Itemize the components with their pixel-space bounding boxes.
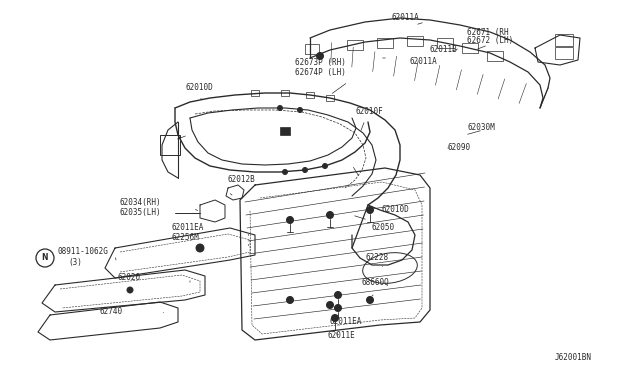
Bar (280, 127, 290, 135)
Text: 08911-1062G: 08911-1062G (57, 247, 108, 257)
Bar (487, 51, 503, 61)
Text: 62674P (LH): 62674P (LH) (295, 67, 346, 77)
Bar (281, 90, 289, 96)
Circle shape (36, 249, 54, 267)
Bar (305, 44, 319, 54)
Text: 62228: 62228 (365, 253, 388, 263)
Text: 62672 (LH): 62672 (LH) (467, 36, 513, 45)
Bar (377, 38, 393, 48)
Text: N: N (42, 253, 48, 263)
Bar (251, 90, 259, 96)
Text: 62010F: 62010F (355, 108, 383, 116)
Text: 62034(RH): 62034(RH) (120, 199, 162, 208)
Circle shape (278, 106, 282, 110)
Text: 62673P (RH): 62673P (RH) (295, 58, 346, 67)
Circle shape (317, 52, 323, 60)
Circle shape (332, 314, 339, 321)
Circle shape (326, 212, 333, 218)
Text: 62740: 62740 (100, 308, 123, 317)
Bar (160, 135, 180, 155)
Text: J62001BN: J62001BN (555, 353, 592, 362)
Text: 62011E: 62011E (328, 330, 356, 340)
Circle shape (287, 296, 294, 304)
Text: 62050: 62050 (372, 224, 395, 232)
Circle shape (287, 217, 294, 224)
Circle shape (298, 108, 303, 112)
Circle shape (127, 287, 133, 293)
Text: 62011EA: 62011EA (172, 224, 204, 232)
Circle shape (326, 301, 333, 308)
Text: 62035(LH): 62035(LH) (120, 208, 162, 218)
Circle shape (196, 244, 204, 252)
Circle shape (367, 206, 374, 214)
Text: 68660Q: 68660Q (362, 278, 390, 286)
Circle shape (323, 164, 328, 169)
Ellipse shape (363, 253, 417, 283)
Text: 62011A: 62011A (410, 58, 438, 67)
Bar (462, 43, 478, 53)
Text: 62256M: 62256M (172, 234, 200, 243)
Text: 62011A: 62011A (391, 13, 419, 22)
Circle shape (335, 292, 342, 298)
Text: 62090: 62090 (448, 144, 471, 153)
Text: (3): (3) (68, 257, 82, 266)
Circle shape (367, 296, 374, 304)
Text: 62012B: 62012B (228, 176, 256, 185)
Bar (555, 34, 573, 46)
Circle shape (282, 170, 287, 174)
Text: 62671 (RH: 62671 (RH (467, 28, 509, 36)
Bar (306, 92, 314, 98)
Text: 62011EA: 62011EA (330, 317, 362, 327)
Circle shape (303, 167, 307, 173)
Circle shape (335, 305, 342, 311)
Text: 62010D: 62010D (185, 83, 212, 93)
Text: 62020: 62020 (118, 273, 141, 282)
Text: 62011B: 62011B (430, 45, 458, 55)
Bar (326, 95, 334, 101)
Bar (555, 47, 573, 59)
Bar (437, 38, 453, 48)
Bar (347, 40, 363, 50)
Bar (407, 36, 423, 46)
Text: 62030M: 62030M (468, 124, 496, 132)
Text: 62010D: 62010D (382, 205, 410, 215)
